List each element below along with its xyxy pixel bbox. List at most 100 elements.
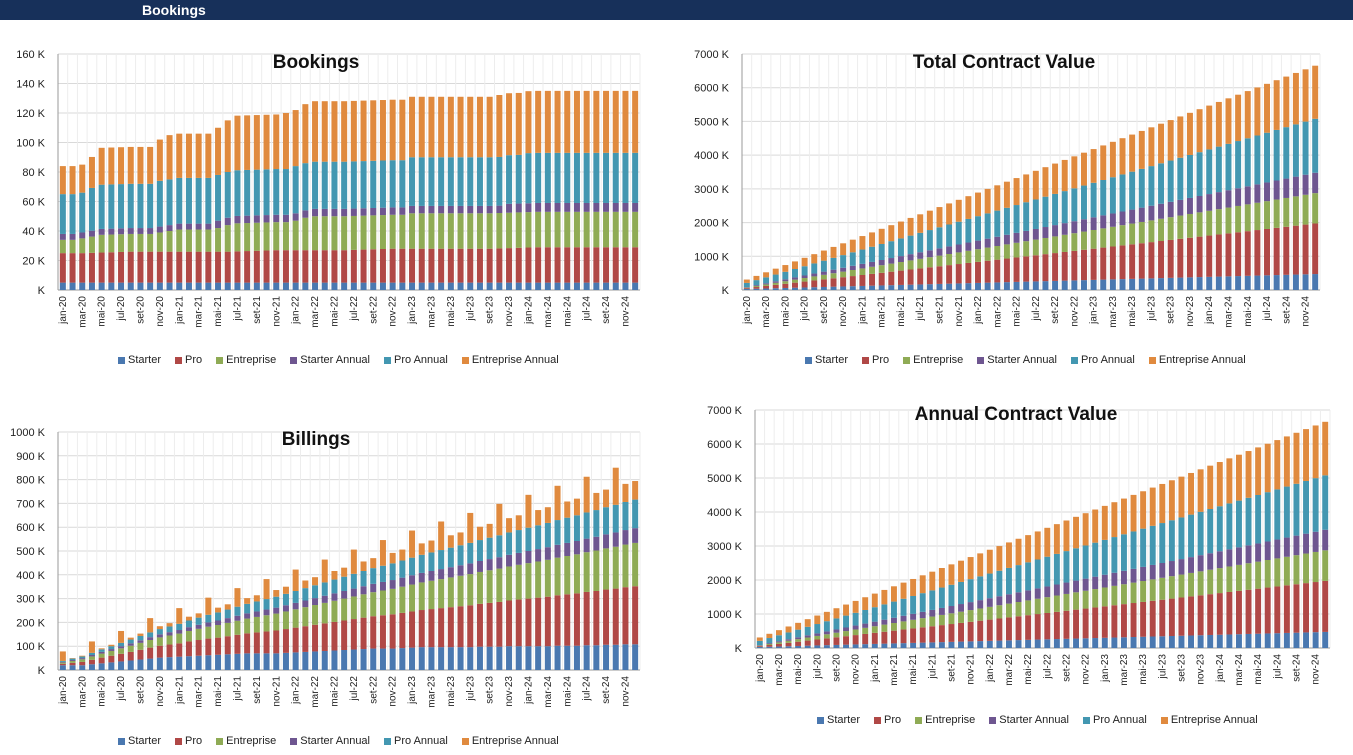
x-tick-label: set-24: [601, 296, 612, 324]
bar-segment: [936, 266, 943, 284]
bar-segment: [457, 205, 464, 214]
bar-segment: [418, 572, 425, 583]
bar-segment: [593, 211, 600, 248]
legend-item: Starter Annual: [989, 714, 1069, 726]
x-tick-label: jul-23: [465, 676, 476, 702]
bar-segment: [253, 115, 260, 170]
bar-segment: [936, 207, 943, 228]
bar-segment: [1264, 633, 1271, 648]
bar-segment: [782, 287, 789, 290]
bar-segment: [525, 494, 532, 528]
x-tick-label: jul-24: [582, 676, 593, 702]
bar-segment: [1149, 525, 1156, 565]
bar-segment: [753, 275, 760, 281]
bar-segment: [282, 652, 289, 670]
bar-segment: [919, 611, 926, 619]
bar-segment: [1130, 531, 1137, 569]
bar-segment: [205, 229, 212, 252]
bar-segment: [1120, 534, 1127, 571]
bar-segment: [215, 620, 222, 626]
bar-segment: [263, 114, 270, 170]
bar-segment: [525, 646, 532, 670]
bar-segment: [1244, 275, 1251, 290]
legend-label: Pro Annual: [394, 735, 448, 747]
bar-segment: [823, 611, 830, 622]
bar-segment: [1216, 462, 1223, 507]
bar-segment: [535, 597, 542, 647]
bar-segment: [975, 216, 982, 241]
bar-segment: [632, 247, 639, 283]
bar-segment: [515, 247, 522, 283]
bar-segment: [1322, 550, 1329, 581]
bar-segment: [1226, 549, 1233, 567]
bar-segment: [195, 655, 202, 670]
legend-item: Starter: [118, 354, 161, 366]
bar-segment: [79, 232, 86, 239]
bar-segment: [147, 228, 154, 234]
bar-segment: [457, 545, 464, 566]
bar-segment: [360, 617, 367, 650]
bar-segment: [399, 612, 406, 649]
bar-segment: [1235, 94, 1242, 142]
bar-segment: [1283, 585, 1290, 633]
bar-segment: [127, 183, 134, 229]
bar-segment: [166, 135, 173, 180]
bar-segment: [506, 155, 513, 204]
bar-segment: [234, 653, 241, 670]
bar-segment: [1264, 182, 1271, 202]
bar-segment: [878, 285, 885, 290]
x-tick-label: mar-21: [877, 296, 888, 328]
bar-segment: [1063, 582, 1070, 594]
bar-segment: [108, 228, 115, 235]
bar-segment: [763, 288, 770, 290]
bar-segment: [1082, 545, 1089, 579]
bar-segment: [253, 250, 260, 283]
bar-segment: [1264, 83, 1271, 133]
bar-segment: [849, 270, 856, 277]
bar-segment: [1215, 209, 1222, 235]
bar-segment: [603, 589, 610, 645]
bar-segment: [840, 267, 847, 272]
bar-segment: [1071, 233, 1078, 251]
bar-segment: [544, 507, 551, 523]
bar-segment: [1167, 217, 1174, 240]
legend-label: Pro: [185, 735, 203, 747]
bar-segment: [525, 91, 532, 154]
bar-segment: [573, 90, 580, 153]
legend-item: Pro Annual: [384, 354, 448, 366]
legend-swatch: [461, 737, 469, 745]
bar-segment: [360, 249, 367, 283]
bar-segment: [127, 643, 134, 646]
bar-segment: [360, 215, 367, 250]
bar-segment: [986, 598, 993, 607]
bar-segment: [1254, 184, 1261, 203]
bar-segment: [224, 172, 231, 218]
bar-segment: [1119, 279, 1126, 290]
bar-segment: [1207, 465, 1214, 510]
bar-segment: [224, 282, 231, 290]
bar-segment: [1207, 553, 1214, 570]
bar-segment: [1312, 118, 1319, 173]
bar-segment: [801, 287, 808, 290]
bar-segment: [205, 251, 212, 283]
bar-segment: [1063, 610, 1070, 639]
bar-segment: [900, 643, 907, 648]
bar-segment: [753, 287, 760, 289]
bar-segment: [118, 648, 125, 654]
legend-item: Entreprise: [915, 714, 975, 726]
x-tick-label: jul-22: [349, 296, 360, 322]
bar-segment: [486, 205, 493, 214]
bar-segment: [1052, 163, 1059, 194]
bar-segment: [996, 570, 1003, 597]
bar-segment: [205, 626, 212, 639]
bar-segment: [772, 274, 779, 282]
bar-segment: [1215, 146, 1222, 193]
bar-segment: [869, 285, 876, 290]
bar-segment: [622, 90, 629, 153]
y-tick-label: 4000 K: [694, 150, 730, 162]
bar-segment: [234, 282, 241, 290]
bar-segment: [476, 157, 483, 206]
bar-segment: [1302, 194, 1309, 225]
legend-swatch: [903, 356, 911, 364]
bar-segment: [1003, 181, 1010, 208]
